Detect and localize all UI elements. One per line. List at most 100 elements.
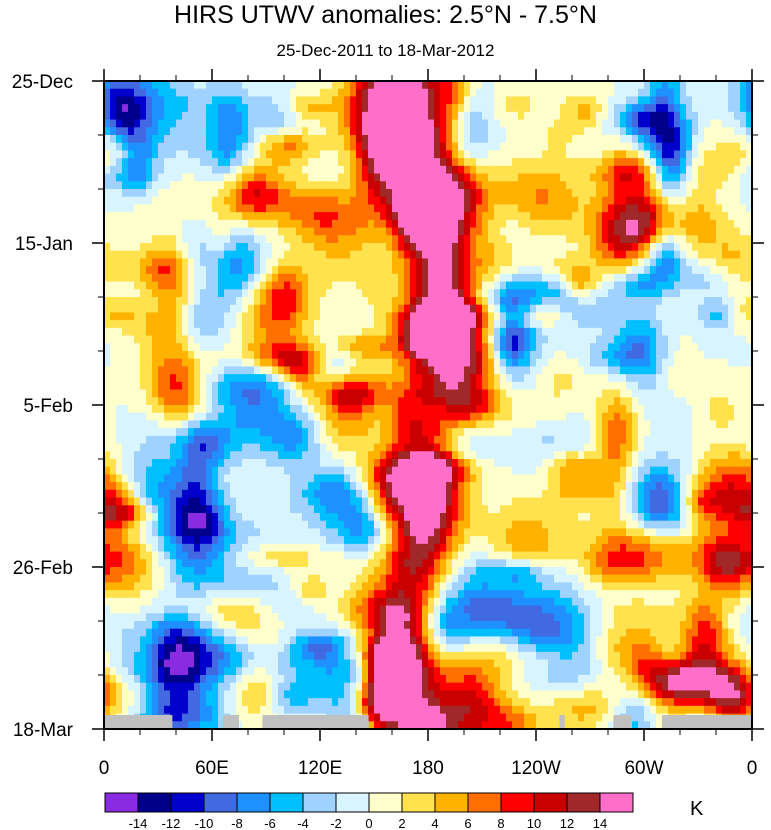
heatmap-cell	[698, 281, 705, 290]
heatmap-cell	[386, 219, 393, 229]
heatmap-cell	[164, 173, 171, 182]
heatmap-cell	[272, 165, 279, 175]
heatmap-cell	[128, 219, 135, 229]
heatmap-cell	[224, 189, 231, 198]
heatmap-cell	[494, 250, 501, 260]
heatmap-cell	[140, 142, 147, 152]
heatmap-cell	[680, 204, 687, 213]
heatmap-cell	[344, 335, 351, 344]
heatmap-cell	[470, 165, 477, 175]
heatmap-cell	[386, 88, 393, 98]
heatmap-cell	[608, 381, 615, 391]
heatmap-cell	[344, 389, 351, 398]
heatmap-cell	[332, 135, 339, 144]
heatmap-cell	[518, 96, 525, 105]
heatmap-cell	[632, 412, 639, 422]
heatmap-cell	[368, 96, 375, 105]
heatmap-cell	[170, 389, 177, 398]
heatmap-cell	[722, 173, 729, 182]
heatmap-cell	[266, 343, 273, 352]
heatmap-cell	[302, 181, 309, 190]
heatmap-cell	[740, 412, 747, 422]
heatmap-cell	[356, 258, 363, 267]
heatmap-cell	[650, 173, 657, 182]
heatmap-cell	[392, 150, 399, 159]
heatmap-cell	[650, 358, 657, 368]
heatmap-cell	[584, 150, 591, 159]
heatmap-cell	[566, 219, 573, 229]
heatmap-cell	[134, 227, 141, 236]
heatmap-cell	[578, 397, 585, 406]
heatmap-cell	[440, 297, 447, 306]
heatmap-cell	[692, 374, 699, 383]
heatmap-cell	[698, 297, 705, 306]
heatmap-cell	[212, 320, 219, 329]
heatmap-cell	[584, 397, 591, 406]
heatmap-cell	[206, 343, 213, 352]
heatmap-cell	[386, 135, 393, 144]
heatmap-cell	[206, 196, 213, 206]
heatmap-cell	[248, 196, 255, 206]
heatmap-cell	[236, 381, 243, 391]
heatmap-cell	[356, 281, 363, 290]
heatmap-cell	[308, 150, 315, 159]
heatmap-cell	[644, 289, 651, 298]
heatmap-cell	[110, 204, 117, 213]
heatmap-cell	[302, 196, 309, 206]
heatmap-cell	[410, 196, 417, 206]
heatmap-cell	[644, 150, 651, 159]
heatmap-cell	[320, 289, 327, 298]
heatmap-cell	[596, 189, 603, 198]
heatmap-cell	[392, 204, 399, 213]
heatmap-cell	[602, 381, 609, 391]
heatmap-cell	[710, 81, 717, 90]
heatmap-cell	[158, 227, 165, 236]
heatmap-cell	[512, 189, 519, 198]
heatmap-cell	[602, 397, 609, 406]
heatmap-cell	[182, 173, 189, 182]
heatmap-cell	[416, 358, 423, 368]
heatmap-cell	[164, 273, 171, 283]
heatmap-cell	[380, 320, 387, 329]
heatmap-cell	[116, 111, 123, 121]
heatmap-cell	[314, 243, 321, 252]
heatmap-cell	[248, 312, 255, 321]
heatmap-cell	[362, 165, 369, 175]
heatmap-cell	[332, 389, 339, 398]
heatmap-cell	[560, 158, 567, 167]
heatmap-cell	[500, 335, 507, 344]
heatmap-cell	[584, 181, 591, 190]
heatmap-cell	[644, 297, 651, 306]
heatmap-cell	[326, 389, 333, 398]
heatmap-cell	[152, 358, 159, 368]
heatmap-cell	[140, 258, 147, 267]
heatmap-cell	[266, 142, 273, 152]
heatmap-cell	[614, 428, 621, 437]
heatmap-cell	[224, 258, 231, 267]
heatmap-cell	[602, 204, 609, 213]
heatmap-cell	[590, 327, 597, 337]
heatmap-cell	[344, 88, 351, 98]
heatmap-cell	[728, 412, 735, 422]
heatmap-cell	[212, 88, 219, 98]
heatmap-cell	[266, 173, 273, 182]
heatmap-cell	[710, 358, 717, 368]
heatmap-cell	[380, 142, 387, 152]
heatmap-cell	[236, 119, 243, 128]
heatmap-cell	[164, 219, 171, 229]
heatmap-cell	[404, 81, 411, 90]
heatmap-cell	[470, 412, 477, 422]
heatmap-cell	[626, 189, 633, 198]
heatmap-cell	[656, 150, 663, 159]
heatmap-cell	[284, 412, 291, 422]
heatmap-cell	[200, 227, 207, 236]
heatmap-cell	[506, 281, 513, 290]
heatmap-cell	[356, 135, 363, 144]
heatmap-cell	[422, 235, 429, 244]
heatmap-cell	[668, 281, 675, 290]
heatmap-cell	[416, 204, 423, 213]
heatmap-cell	[470, 335, 477, 344]
heatmap-cell	[488, 196, 495, 206]
heatmap-cell	[560, 204, 567, 213]
heatmap-cell	[296, 165, 303, 175]
